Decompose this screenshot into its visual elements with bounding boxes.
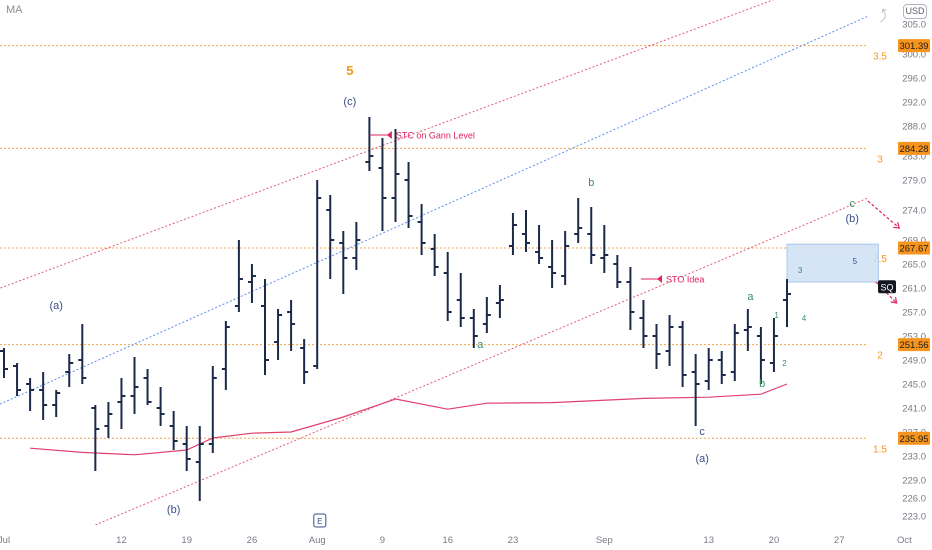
earnings-icon-label: E	[317, 517, 322, 526]
currency-badge[interactable]: USD	[903, 4, 927, 19]
channel-mid-line	[0, 15, 868, 405]
price-label-bg	[898, 431, 930, 445]
wave-label: c	[850, 198, 856, 210]
x-tick-label: 9	[380, 535, 385, 546]
y-tick-label: 274.0	[902, 206, 926, 217]
y-tick-label: 226.0	[902, 494, 926, 505]
price-label: 251.56	[899, 340, 928, 351]
channel-lower-line	[95, 197, 868, 525]
wave-label: c	[699, 426, 705, 438]
y-tick-label: 279.0	[902, 176, 926, 187]
wave-label: (b)	[846, 213, 859, 225]
fib-level-label: 3.5	[873, 52, 887, 63]
wave-label: (a)	[695, 453, 708, 465]
wave-label: 2	[782, 359, 787, 368]
channel-upper-line	[0, 0, 775, 289]
y-tick-label: 305.0	[902, 20, 926, 31]
projection-arrow	[867, 200, 900, 229]
x-tick-label: 23	[508, 535, 519, 546]
wave-label: (a)	[49, 300, 62, 312]
x-tick-label: 13	[703, 535, 714, 546]
x-tick-label: 20	[769, 535, 780, 546]
annotation-flag-icon	[386, 131, 392, 139]
arrow-head-icon	[890, 296, 898, 304]
fib-level-label: 1.5	[873, 444, 887, 455]
y-tick-label: 300.0	[902, 50, 926, 61]
price-label-bg	[898, 338, 930, 352]
wave-label: (b)	[167, 504, 180, 516]
wave-label: a	[477, 339, 484, 351]
wave-label: 5	[346, 63, 353, 78]
fib-level-label: 3	[877, 154, 883, 165]
y-tick-label: 265.0	[902, 260, 926, 271]
y-tick-label: 233.0	[902, 452, 926, 463]
price-label: 267.67	[899, 243, 928, 254]
wave-label: 5	[853, 257, 858, 266]
wave-label: 3	[798, 266, 803, 275]
indicator-label[interactable]: MA	[6, 4, 23, 16]
y-tick-label: 261.0	[902, 284, 926, 295]
y-tick-label: 269.0	[902, 236, 926, 247]
price-label-bg	[898, 39, 930, 53]
annotation-label: STC on Gann Level	[396, 131, 475, 141]
x-tick-label: Oct	[897, 535, 912, 546]
y-tick-label: 223.0	[902, 512, 926, 523]
price-label-bg	[898, 241, 930, 255]
x-tick-label: 16	[442, 535, 453, 546]
x-tick-label: Sep	[596, 535, 613, 546]
y-tick-label: 249.0	[902, 356, 926, 367]
annotation-flag-icon	[657, 275, 663, 283]
x-tick-label: 19	[181, 535, 192, 546]
price-label: 284.28	[899, 144, 928, 155]
arrow-head-icon	[893, 222, 901, 229]
moving-average-line	[30, 383, 788, 456]
earnings-icon[interactable]	[313, 513, 327, 528]
fib-level-label: 2.5	[873, 254, 887, 265]
price-label: 235.95	[899, 434, 928, 445]
wave-label: 4	[802, 314, 807, 323]
y-tick-label: 245.0	[902, 380, 926, 391]
y-tick-label: 257.0	[902, 308, 926, 319]
fib-level-label: 2	[877, 351, 883, 362]
last-price-symbol: SQ	[880, 282, 893, 292]
y-tick-label: 296.0	[902, 74, 926, 85]
y-tick-label: 292.0	[902, 98, 926, 109]
y-tick-label: 283.0	[902, 152, 926, 163]
x-tick-label: 27	[834, 535, 845, 546]
x-tick-label: Jul	[0, 535, 10, 546]
x-tick-label: 12	[116, 535, 127, 546]
y-tick-label: 241.0	[902, 404, 926, 415]
wave-label: b	[588, 177, 594, 189]
y-tick-label: 229.0	[902, 476, 926, 487]
last-price-badge[interactable]	[878, 280, 896, 294]
price-label-bg	[898, 141, 930, 155]
wave-label: 1	[774, 311, 779, 320]
wave-label: (c)	[343, 96, 356, 108]
target-zone[interactable]	[786, 243, 879, 283]
annotation-label: STO Idea	[666, 275, 704, 285]
y-tick-label: 253.0	[902, 332, 926, 343]
y-tick-label: 288.0	[902, 122, 926, 133]
x-tick-label: Aug	[309, 535, 326, 546]
price-label: 301.39	[899, 41, 928, 52]
x-tick-label: 26	[247, 535, 258, 546]
wave-label: b	[759, 378, 765, 390]
wave-label: a	[747, 291, 754, 303]
